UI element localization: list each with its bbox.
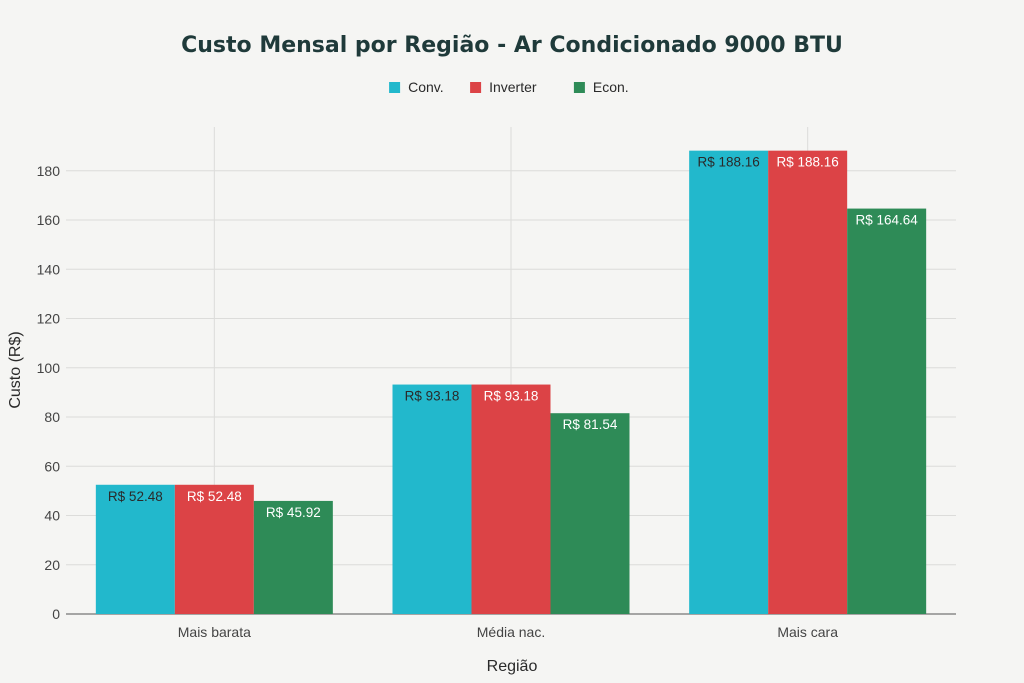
bar xyxy=(392,384,472,614)
bar xyxy=(847,208,927,614)
bar-data-label: R$ 164.64 xyxy=(856,213,919,228)
bar xyxy=(689,150,769,614)
bar-data-label: R$ 52.48 xyxy=(108,489,163,504)
x-axis-ticks: Mais barata Média nac. Mais cara xyxy=(178,624,838,640)
y-tick-label: 140 xyxy=(37,261,61,277)
y-tick-label: 180 xyxy=(37,163,61,179)
bar-data-label: R$ 45.92 xyxy=(266,505,321,520)
y-tick-label: 0 xyxy=(52,606,60,622)
bar xyxy=(550,413,630,614)
y-tick-label: 80 xyxy=(44,409,60,425)
legend-item-label: Conv. xyxy=(408,79,444,95)
legend-swatch xyxy=(389,82,401,93)
bar-data-label: R$ 93.18 xyxy=(405,389,460,404)
y-tick-label: 40 xyxy=(44,508,60,524)
bar-data-label: R$ 81.54 xyxy=(563,417,618,432)
y-tick-label: 160 xyxy=(37,212,61,228)
legend-swatch xyxy=(470,82,482,93)
legend-swatch xyxy=(573,82,585,93)
y-tick-label: 20 xyxy=(44,557,60,573)
bar-data-label: R$ 52.48 xyxy=(187,489,242,504)
x-tick-label: Média nac. xyxy=(477,624,545,640)
y-tick-label: 100 xyxy=(37,360,61,376)
bar xyxy=(95,484,175,614)
x-axis-label: Região xyxy=(487,658,538,675)
y-axis-label: Custo (R$) xyxy=(7,331,24,408)
bar-data-label: R$ 188.16 xyxy=(777,155,839,170)
legend: Conv. Inverter Econ. xyxy=(389,79,629,95)
legend-item-label: Econ. xyxy=(593,79,629,95)
x-tick-label: Mais barata xyxy=(178,624,251,640)
bars: R$ 52.48 R$ 52.48 R$ 45.92 R$ 93.18 R$ 93.18… xyxy=(95,150,927,614)
y-tick-label: 120 xyxy=(37,311,61,327)
chart-title: Custo Mensal por Região - Ar Condicionad… xyxy=(181,33,843,58)
bar xyxy=(174,484,254,614)
bar xyxy=(471,384,551,614)
bar xyxy=(768,150,848,614)
legend-item-label: Inverter xyxy=(489,79,537,95)
y-tick-label: 60 xyxy=(44,458,60,474)
x-tick-label: Mais cara xyxy=(777,624,838,640)
bar-data-label: R$ 93.18 xyxy=(484,389,539,404)
bar-data-label: R$ 188.16 xyxy=(698,155,760,170)
bar xyxy=(253,500,333,614)
y-axis-ticks: 0 20 40 60 80 100 120 140 160 180 xyxy=(37,163,61,622)
